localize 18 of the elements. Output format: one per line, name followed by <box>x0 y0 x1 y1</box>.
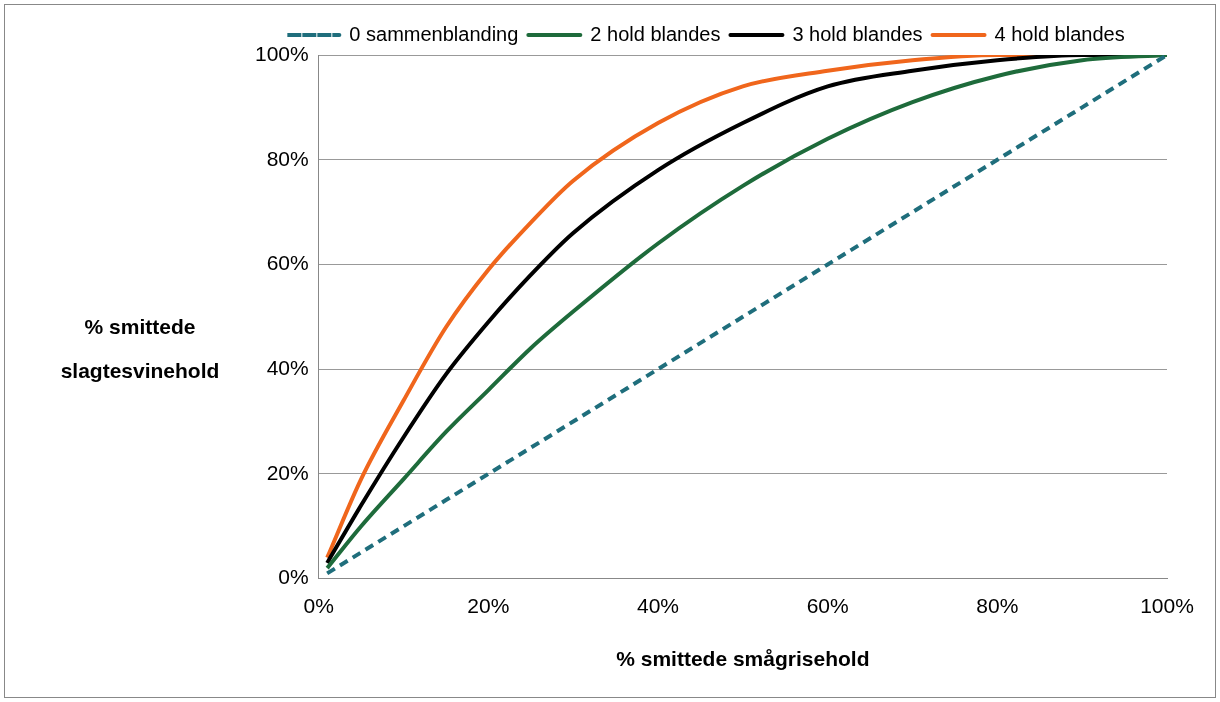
legend-label: 4 hold blandes <box>994 22 1125 45</box>
y-tick-label: 100% <box>254 41 309 65</box>
x-axis-title: % smittede smågrisehold <box>616 647 870 671</box>
y-tick-label: 80% <box>266 146 309 170</box>
legend-label: 3 hold blandes <box>792 22 923 45</box>
y-tick-label: 40% <box>266 355 309 379</box>
x-tick-label: 0% <box>303 594 334 617</box>
x-tick-label: 40% <box>637 594 680 617</box>
x-tick-label: 60% <box>806 594 849 617</box>
legend-label: 0 sammenblanding <box>349 22 519 45</box>
y-tick-label: 60% <box>266 251 309 275</box>
x-tick-label: 80% <box>976 594 1019 617</box>
x-tick-label: 20% <box>467 594 510 617</box>
x-tick-label: 100% <box>1140 594 1194 617</box>
y-tick-label: 20% <box>266 460 309 484</box>
legend-label: 2 hold blandes <box>590 22 721 45</box>
y-axis-title: % smittede slagtesvinehold <box>59 314 221 384</box>
y-tick-label: 0% <box>278 565 309 589</box>
